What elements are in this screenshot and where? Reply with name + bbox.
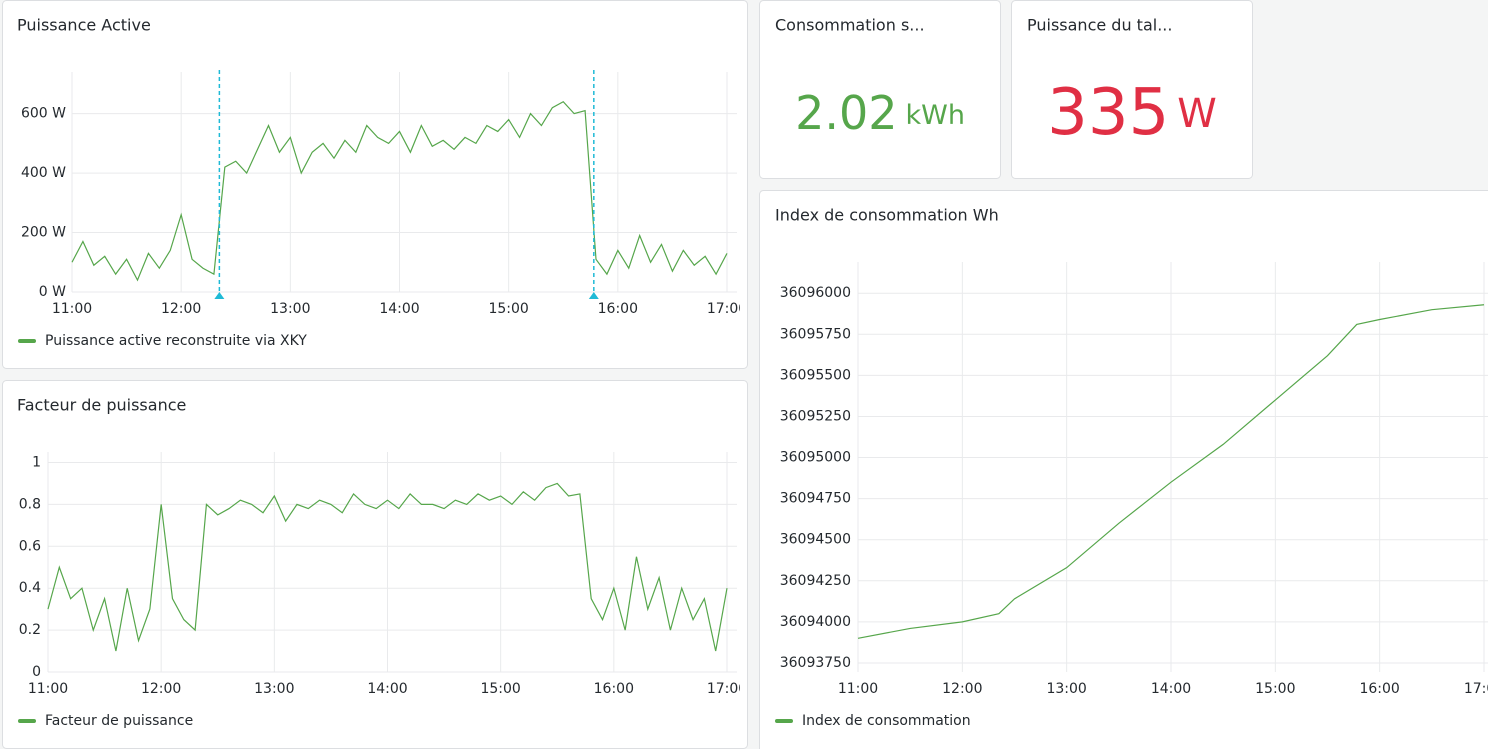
y-tick-label: 0.8 [19, 496, 41, 512]
series-line [857, 304, 1485, 639]
stat-title: Puissance du tal... [1027, 16, 1172, 35]
legend-swatch [775, 719, 793, 723]
annotation-marker [588, 292, 599, 299]
y-tick-label: 36094500 [780, 532, 851, 548]
x-tick-label: 12:00 [141, 681, 181, 697]
chart: Index de consommation Wh 36093750 36094000… [775, 206, 1488, 729]
legend-label: Puissance active reconstruite via XKY [45, 333, 307, 349]
x-tick-label: 13:00 [254, 681, 294, 697]
x-tick-label: 17:00 [707, 681, 747, 697]
stat-number: 335 [1047, 76, 1169, 150]
y-tick-label: 36095750 [780, 326, 851, 342]
y-tick-label: 1 [32, 454, 41, 470]
x-tick-label: 12:00 [942, 681, 982, 697]
legend-label: Facteur de puissance [45, 713, 193, 729]
series-line [47, 482, 728, 652]
x-tick-label: 15:00 [480, 681, 520, 697]
y-tick-label: 36094250 [780, 573, 851, 589]
y-tick-label: 0.4 [19, 580, 41, 596]
chart: Puissance Active 0 W 200 W 400 W 600 W 11:00 1… [17, 16, 747, 350]
series-line [71, 100, 728, 282]
y-tick-label: 36094000 [780, 614, 851, 630]
y-tick-label: 36094750 [780, 491, 851, 507]
x-tick-label: 17:00 [707, 301, 747, 317]
y-tick-label: 600 W [21, 106, 66, 122]
x-tick-label: 14:00 [1151, 681, 1191, 697]
x-tick-label: 16:00 [594, 681, 634, 697]
y-tick-label: 36093750 [780, 655, 851, 671]
legend-swatch [18, 719, 36, 723]
x-tick-label: 15:00 [488, 301, 528, 317]
stat-unit: kWh [905, 100, 964, 131]
x-tick-label: 11:00 [52, 301, 92, 317]
y-tick-label: 0 W [39, 284, 66, 300]
y-tick-label: 0 [32, 664, 41, 680]
stat-number: 2.02 [795, 86, 897, 140]
chart: Facteur de puissance 0 0.2 0.4 0.6 0.8 1 11:00 1… [17, 396, 747, 730]
panel [759, 190, 1488, 749]
stat-panel [1011, 0, 1253, 179]
y-tick-label: 0.2 [19, 622, 41, 638]
x-tick-label: 11:00 [28, 681, 68, 697]
x-tick-label: 16:00 [598, 301, 638, 317]
y-tick-label: 36096000 [780, 285, 851, 301]
y-tick-label: 36095000 [780, 450, 851, 466]
stat-unit: W [1177, 91, 1217, 137]
stat-title: Consommation s... [775, 16, 925, 35]
stat-panel [759, 0, 1001, 179]
y-tick-label: 0.6 [19, 538, 41, 554]
y-tick-label: 36095250 [780, 408, 851, 424]
x-tick-label: 17:00 [1464, 681, 1488, 697]
x-tick-label: 16:00 [1359, 681, 1399, 697]
panel [2, 0, 748, 369]
stat-value: 2.02 kWh [795, 86, 965, 140]
y-tick-label: 36095500 [780, 367, 851, 383]
panel-title: Facteur de puissance [17, 396, 186, 415]
legend-swatch [18, 339, 36, 343]
x-tick-label: 11:00 [838, 681, 878, 697]
panel-title: Puissance Active [17, 16, 151, 35]
y-tick-label: 400 W [21, 165, 66, 181]
y-tick-label: 200 W [21, 225, 66, 241]
x-tick-label: 14:00 [367, 681, 407, 697]
x-tick-label: 15:00 [1255, 681, 1295, 697]
x-tick-label: 14:00 [379, 301, 419, 317]
x-tick-label: 12:00 [161, 301, 201, 317]
stat-value: 335 W [1047, 76, 1217, 150]
annotation-marker [214, 292, 225, 299]
x-tick-label: 13:00 [1046, 681, 1086, 697]
legend-label: Index de consommation [802, 713, 971, 729]
panel-title: Index de consommation Wh [775, 206, 999, 225]
x-tick-label: 13:00 [270, 301, 310, 317]
